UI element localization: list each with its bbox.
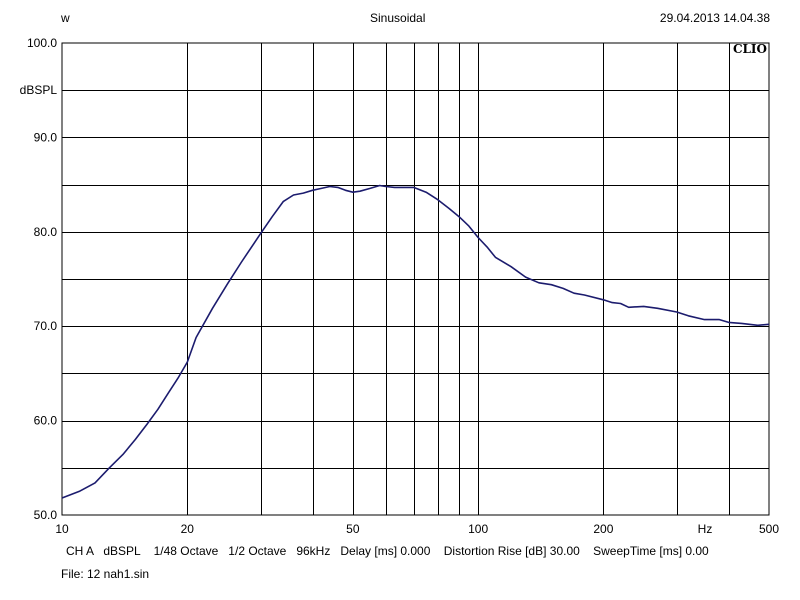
x-axis-unit-label: Hz — [698, 522, 713, 536]
clio-logo: CLIO — [733, 42, 767, 56]
measurement-settings: CH A dBSPL 1/48 Octave 1/2 Octave 96kHz … — [66, 544, 709, 558]
chart-title: Sinusoidal — [370, 11, 426, 25]
y-tick-label: 80.0 — [34, 225, 58, 239]
y-axis-label: dBSPL — [20, 83, 58, 97]
x-tick-label: 500 — [759, 522, 779, 536]
y-tick-label: 90.0 — [34, 130, 58, 144]
y-tick-label: 50.0 — [34, 508, 58, 522]
x-tick-label: 50 — [346, 522, 360, 536]
header-left: w — [61, 11, 70, 25]
x-tick-label: 200 — [593, 522, 613, 536]
file-name: File: 12 nah1.sin — [61, 567, 150, 581]
grid-lines — [62, 43, 769, 515]
y-tick-label: 60.0 — [34, 414, 58, 428]
x-tick-label: 100 — [468, 522, 488, 536]
y-tick-label: 100.0 — [27, 36, 57, 50]
y-tick-label: 70.0 — [34, 319, 58, 333]
response-curve-line — [61, 184, 770, 499]
x-tick-label: 20 — [181, 522, 195, 536]
x-tick-label: 10 — [55, 522, 69, 536]
plot-frame — [61, 42, 770, 516]
header-timestamp: 29.04.2013 14.04.38 — [659, 11, 770, 25]
